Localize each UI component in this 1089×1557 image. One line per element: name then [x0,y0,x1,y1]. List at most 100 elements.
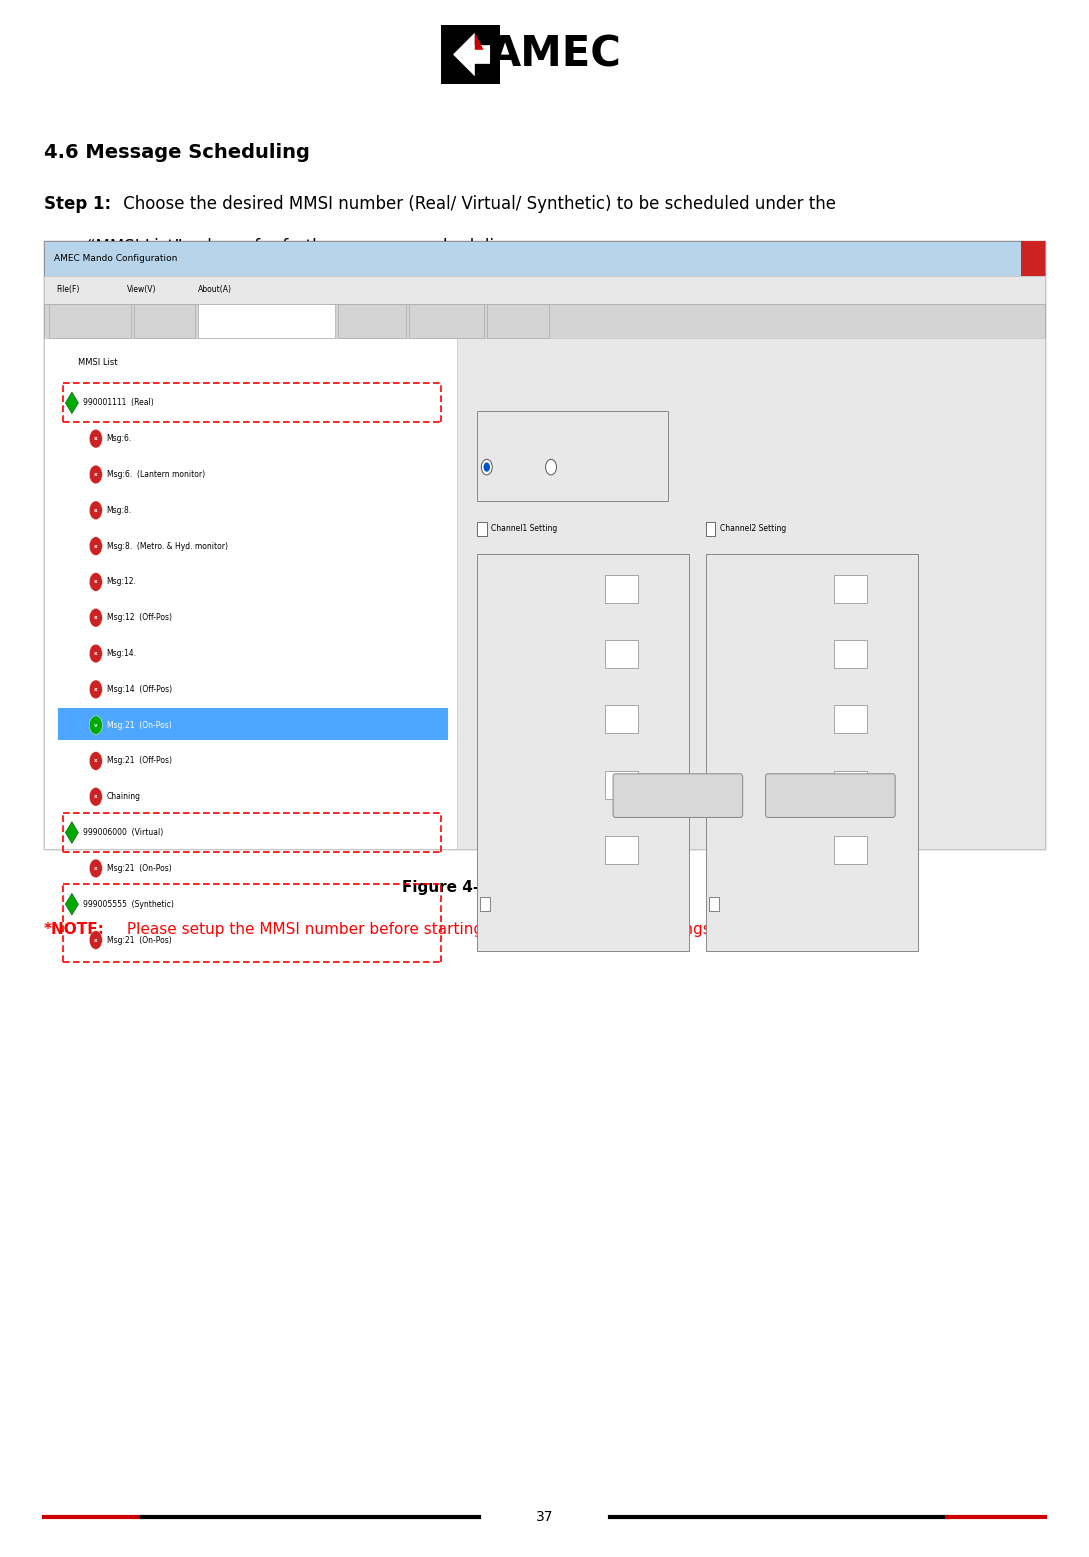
Text: Config Device: Config Device [651,791,705,800]
FancyBboxPatch shape [44,304,1045,338]
FancyBboxPatch shape [834,705,867,733]
Text: 1125: 1125 [607,845,626,855]
Text: UTC minute: UTC minute [711,651,750,657]
Text: Start slot: Start slot [711,716,742,722]
FancyBboxPatch shape [44,241,1045,276]
Text: Interval: Interval [482,772,507,778]
Text: UTC hour: UTC hour [482,585,513,592]
Text: Interval (slot): Interval (slot) [482,847,527,853]
Circle shape [89,466,102,484]
Circle shape [546,459,556,475]
Circle shape [89,859,102,878]
Text: Access Scheme: Access Scheme [482,416,541,425]
Text: Channel2 Setting: Channel2 Setting [720,525,786,532]
Text: 0: 0 [614,649,619,659]
Text: Please setup the MMSI number before starting message scheduling settings.: Please setup the MMSI number before star… [122,922,715,937]
Text: Auxiliary: Auxiliary [430,316,464,325]
Circle shape [89,680,102,699]
FancyBboxPatch shape [605,836,638,864]
Text: Msg:21  (On-Pos): Msg:21 (On-Pos) [107,721,171,730]
Text: 0: 0 [614,715,619,724]
Text: MMSI List: MMSI List [78,358,118,367]
Text: 1: 1 [843,584,847,593]
Text: Msg:12.: Msg:12. [107,578,136,587]
Text: Choose the desired MMSI number (Real/ Virtual/ Synthetic) to be scheduled under : Choose the desired MMSI number (Real/ Vi… [118,195,835,213]
Circle shape [89,501,102,520]
FancyBboxPatch shape [706,522,715,536]
Text: Msg:6.  (Lantern monitor): Msg:6. (Lantern monitor) [107,470,205,480]
Text: x: x [94,472,98,476]
FancyBboxPatch shape [457,338,1045,849]
Text: x: x [94,579,98,584]
Text: 1125: 1125 [835,845,855,855]
Text: v: v [479,526,481,531]
Text: Msg:21  (Off-Pos): Msg:21 (Off-Pos) [107,757,172,766]
FancyBboxPatch shape [477,554,689,951]
Text: x: x [94,687,98,691]
FancyBboxPatch shape [834,771,867,799]
FancyBboxPatch shape [480,897,490,911]
FancyBboxPatch shape [49,304,131,338]
Text: AMEC: AMEC [489,34,622,75]
Circle shape [481,459,492,475]
Circle shape [89,609,102,627]
Text: Interval (slot): Interval (slot) [711,847,756,853]
FancyBboxPatch shape [605,640,638,668]
Circle shape [89,430,102,448]
Text: 999006000  (Virtual): 999006000 (Virtual) [83,828,163,838]
Text: v: v [94,722,98,727]
Text: x: x [94,615,98,620]
Text: FATDMA: FATDMA [495,462,526,472]
Polygon shape [453,33,490,76]
Text: Msg:8.: Msg:8. [107,506,132,515]
Text: 37: 37 [536,1510,553,1523]
Text: RATDMA: RATDMA [560,462,591,472]
Polygon shape [65,392,78,414]
FancyBboxPatch shape [134,304,195,338]
Text: 3: 3 [843,715,847,724]
Text: Msg:21  (On-Pos): Msg:21 (On-Pos) [107,864,171,873]
Text: x: x [94,937,98,942]
Text: Disable: Disable [494,900,523,908]
Text: x: x [94,794,98,799]
FancyBboxPatch shape [198,304,335,338]
Text: Chaining: Chaining [355,316,389,325]
Text: Msg:8.  (Metro. & Hyd. monitor): Msg:8. (Metro. & Hyd. monitor) [107,542,228,551]
Text: Message Scheduling: Message Scheduling [222,316,310,325]
Text: Station: Station [150,316,179,325]
FancyBboxPatch shape [1021,241,1045,276]
Text: x: x [94,651,98,655]
Text: About(A): About(A) [198,285,232,294]
Text: Msg:21  (On-Pos): Msg:21 (On-Pos) [107,936,171,945]
Text: Msg:6.: Msg:6. [107,434,132,444]
Text: UTC minute: UTC minute [482,651,522,657]
Circle shape [89,537,102,556]
Text: 3: 3 [843,780,847,789]
Text: AMEC Mando Configuration: AMEC Mando Configuration [54,254,178,263]
Text: 4.6 Message Scheduling: 4.6 Message Scheduling [44,143,309,162]
Text: *NOTE:: *NOTE: [44,922,105,937]
Circle shape [89,931,102,950]
Text: (0 ~1440 minutes): (0 ~1440 minutes) [711,791,774,797]
Text: (0 ~1440 minutes): (0 ~1440 minutes) [482,791,546,797]
Text: 180.0 Seconds: 180.0 Seconds [771,873,823,880]
FancyBboxPatch shape [477,411,668,501]
Text: Interval: Interval [711,772,736,778]
Text: Start slot: Start slot [482,716,513,722]
FancyBboxPatch shape [44,241,1045,849]
FancyBboxPatch shape [766,774,895,817]
Text: Step 1:: Step 1: [44,195,111,213]
Text: Figure 4-6-1 Message Scheduling: Figure 4-6-1 Message Scheduling [402,880,687,895]
FancyBboxPatch shape [706,554,918,951]
Text: x: x [94,508,98,512]
Text: v: v [708,526,710,531]
Text: 999005555  (Synthetic): 999005555 (Synthetic) [83,900,173,909]
Circle shape [89,645,102,663]
FancyBboxPatch shape [338,304,406,338]
Text: 3: 3 [614,780,619,789]
Text: 0: 0 [843,649,847,659]
FancyBboxPatch shape [477,522,487,536]
FancyBboxPatch shape [488,304,549,338]
Text: Msg:12  (Off-Pos): Msg:12 (Off-Pos) [107,613,172,623]
Polygon shape [65,822,78,844]
